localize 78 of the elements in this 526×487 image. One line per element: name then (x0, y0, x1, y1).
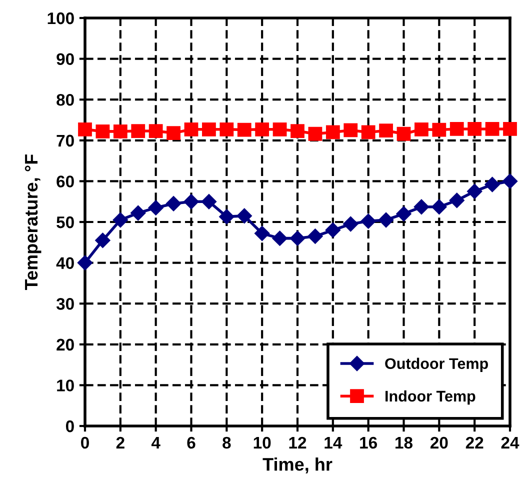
x-axis-title: Time, hr (262, 458, 332, 474)
point (414, 122, 428, 136)
y-tick-label: 30 (56, 298, 74, 310)
point (360, 214, 376, 229)
x-tick-label: 0 (81, 436, 89, 449)
x-tick-label: 16 (360, 436, 377, 449)
point (77, 255, 93, 270)
point (502, 174, 518, 189)
x-tick-label: 8 (222, 436, 231, 449)
x-tick-label: 2 (116, 436, 124, 448)
y-tick-label: 70 (56, 134, 74, 147)
point (202, 122, 216, 136)
point (432, 122, 446, 137)
point (379, 124, 393, 138)
point (166, 196, 182, 212)
point (326, 125, 340, 140)
legend-label: Indoor Temp (386, 390, 476, 405)
point (113, 124, 128, 138)
point (78, 122, 92, 136)
point (131, 124, 146, 138)
point (96, 124, 110, 138)
x-tick-label: 18 (396, 436, 413, 449)
point (343, 216, 358, 232)
point (468, 122, 482, 136)
point (396, 126, 411, 141)
point (220, 122, 234, 136)
y-tick-label: 10 (57, 380, 74, 392)
point (166, 126, 180, 140)
point (485, 122, 500, 136)
point (396, 206, 412, 222)
legend-label: Outdoor Temp (385, 358, 488, 372)
point (272, 230, 288, 246)
y-tick-label: 0 (66, 420, 74, 432)
point (484, 176, 500, 192)
point (112, 212, 128, 228)
x-tick-label: 10 (254, 436, 271, 449)
y-tick-label: 50 (56, 216, 74, 228)
point (236, 208, 252, 224)
point (184, 122, 198, 136)
y-tick-label: 90 (56, 53, 74, 66)
x-tick-label: 24 (501, 436, 520, 448)
x-tick-label: 22 (466, 436, 484, 448)
y-tick-label: 60 (56, 176, 74, 188)
point (290, 124, 304, 138)
x-tick-label: 12 (289, 436, 306, 448)
point (432, 199, 447, 214)
y-tick-label: 80 (56, 94, 74, 106)
y-tick-label: 40 (56, 257, 74, 270)
x-tick-label: 6 (187, 436, 196, 449)
point (344, 123, 358, 138)
point (308, 228, 323, 244)
point (272, 122, 287, 136)
point (308, 126, 322, 141)
y-axis-title: Temperature, °F (24, 154, 42, 290)
point (219, 209, 234, 224)
point (184, 194, 199, 210)
point (450, 122, 464, 136)
x-tick-label: 4 (151, 437, 160, 448)
point (95, 232, 110, 248)
x-tick-label: 20 (430, 436, 448, 449)
point (290, 230, 306, 246)
x-tick-label: 14 (324, 437, 342, 448)
point (503, 122, 517, 136)
point (378, 212, 394, 228)
point (449, 192, 464, 208)
point (255, 122, 270, 136)
point (130, 205, 146, 221)
point (325, 222, 340, 238)
point (148, 200, 164, 216)
point (467, 184, 482, 199)
point (414, 199, 430, 214)
point (361, 125, 376, 140)
point (201, 194, 217, 210)
y-tick-label: 100 (48, 12, 74, 24)
point (254, 226, 270, 241)
point (237, 122, 252, 137)
y-tick-label: 20 (56, 338, 74, 351)
point (148, 124, 163, 138)
